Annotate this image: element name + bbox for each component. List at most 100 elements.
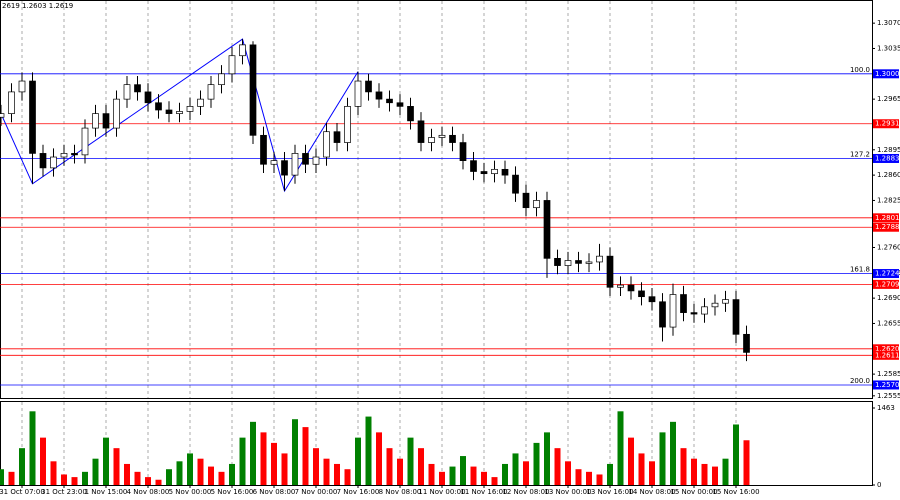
volume-bar bbox=[491, 477, 498, 485]
level-box bbox=[873, 153, 899, 163]
volume-bar bbox=[607, 463, 613, 485]
candle-body bbox=[522, 192, 530, 209]
volume-bar bbox=[691, 458, 697, 485]
level-label: 1.2611 bbox=[875, 351, 900, 359]
x-tick-label: 31 Oct 07:00 bbox=[0, 488, 45, 496]
candle-body bbox=[354, 80, 362, 107]
candle-body bbox=[249, 44, 257, 136]
candle-body bbox=[270, 160, 278, 165]
volume-bar bbox=[50, 461, 57, 485]
volume-bar bbox=[397, 458, 403, 485]
level-label: 1.2570 bbox=[875, 381, 900, 389]
volume-bar bbox=[575, 469, 582, 485]
volume-bar bbox=[71, 477, 78, 485]
candle-body bbox=[333, 131, 341, 143]
y-tick-label: 1.2655 bbox=[877, 319, 900, 327]
volume-bar bbox=[323, 458, 330, 485]
level-box bbox=[873, 269, 899, 279]
y-tick-label: 1.2825 bbox=[877, 196, 900, 204]
fib-label: 127.2 bbox=[850, 150, 870, 158]
candle-body bbox=[606, 255, 614, 288]
candle-body bbox=[585, 261, 593, 264]
volume-bar bbox=[523, 461, 529, 485]
volume-bar bbox=[40, 437, 46, 485]
x-tick-label: 15 Nov 16:00 bbox=[712, 488, 759, 496]
candle-body bbox=[71, 153, 78, 156]
candle-body bbox=[8, 91, 15, 114]
level-box bbox=[873, 350, 899, 360]
level-label: 1.2883 bbox=[875, 154, 900, 162]
volume-bar bbox=[19, 448, 25, 485]
volume-bar bbox=[418, 448, 424, 485]
candle-body bbox=[60, 153, 68, 158]
volume-bar bbox=[197, 458, 204, 485]
candle-body bbox=[449, 134, 456, 143]
candle-body bbox=[144, 91, 152, 104]
volume-bar bbox=[712, 466, 718, 485]
volume-bar bbox=[334, 463, 340, 485]
x-tick-label: 7 Nov 16:00 bbox=[337, 488, 380, 496]
x-tick-label: 5 Nov 00:00 bbox=[169, 488, 212, 496]
candle-body bbox=[428, 137, 435, 143]
x-tick-label: 6 Nov 08:00 bbox=[253, 488, 296, 496]
y-tick-label: 1.2860 bbox=[877, 171, 900, 179]
volume-bar bbox=[376, 432, 382, 485]
y-tick-label: 1.2555 bbox=[877, 392, 900, 400]
volume-bar bbox=[344, 469, 351, 485]
candle-body bbox=[228, 55, 236, 75]
candle-body bbox=[743, 333, 750, 353]
candle-body bbox=[281, 160, 288, 176]
level-box bbox=[873, 279, 899, 289]
volume-bar bbox=[176, 461, 183, 485]
volume-bar bbox=[512, 453, 519, 485]
candle-body bbox=[18, 80, 26, 93]
candle-body bbox=[596, 255, 603, 263]
candle-body bbox=[417, 120, 425, 143]
volume-bar bbox=[701, 463, 708, 485]
volume-bar bbox=[617, 411, 624, 485]
candle-body bbox=[501, 168, 509, 176]
fib-label: 161.8 bbox=[850, 266, 870, 274]
candle-body bbox=[575, 260, 582, 264]
volume-bar bbox=[103, 437, 109, 485]
level-label: 1.3000 bbox=[875, 70, 900, 78]
volume-panel bbox=[0, 401, 873, 486]
candle-body bbox=[732, 299, 740, 335]
candle-body bbox=[701, 306, 708, 315]
volume-bar bbox=[743, 440, 750, 485]
x-tick-label: 8 Nov 08:00 bbox=[379, 488, 422, 496]
volume-bar bbox=[292, 419, 298, 485]
candle-body bbox=[470, 160, 477, 172]
candle-body bbox=[396, 102, 404, 107]
level-box bbox=[873, 380, 899, 390]
volume-bar bbox=[355, 437, 361, 485]
volume-bar bbox=[460, 456, 466, 485]
level-box bbox=[873, 119, 899, 129]
candle-body bbox=[134, 84, 141, 93]
candle-body bbox=[375, 91, 383, 100]
x-tick-label: 7 Nov 00:00 bbox=[295, 488, 338, 496]
volume-bar bbox=[8, 471, 15, 485]
candle-body bbox=[155, 102, 162, 111]
candle-body bbox=[512, 174, 519, 194]
x-tick-label: 13 Nov 16:00 bbox=[586, 488, 633, 496]
volume-bar bbox=[407, 437, 414, 485]
level-label: 1.2620 bbox=[875, 345, 900, 353]
volume-bar bbox=[61, 474, 67, 485]
candle-body bbox=[480, 171, 488, 175]
candle-body bbox=[218, 73, 225, 86]
candle-body bbox=[302, 153, 309, 165]
candle-body bbox=[386, 98, 393, 104]
volume-bar bbox=[145, 477, 151, 485]
y-tick-label: 1.3035 bbox=[877, 44, 900, 52]
volume-bar bbox=[187, 453, 193, 485]
volume-bar bbox=[481, 471, 487, 485]
fib-label: 200.0 bbox=[850, 377, 870, 385]
volume-bar bbox=[470, 466, 477, 485]
volume-bar bbox=[229, 463, 235, 485]
volume-bar bbox=[659, 432, 666, 485]
volume-bar bbox=[313, 448, 319, 485]
candle-body bbox=[291, 153, 299, 176]
volume-bar bbox=[428, 463, 435, 485]
